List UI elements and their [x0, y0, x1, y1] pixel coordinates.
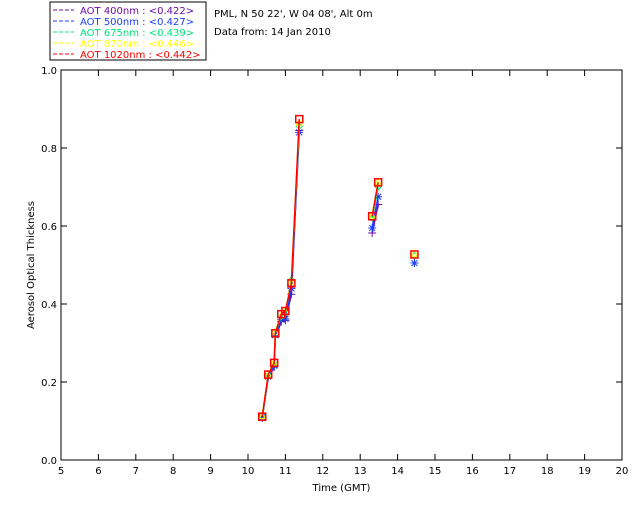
y-tick-label: 0.4 — [41, 300, 57, 311]
data-point — [263, 370, 273, 379]
data-point — [294, 114, 304, 124]
y-tick-label: 0.2 — [41, 378, 57, 389]
data-point — [258, 411, 267, 420]
plot-frame — [60, 69, 623, 461]
legend — [49, 1, 207, 61]
data-point — [270, 357, 278, 366]
data-point — [258, 413, 267, 422]
data-point — [374, 192, 383, 201]
data-point — [368, 223, 377, 232]
y-tick-label: 0.6 — [41, 222, 57, 233]
data-point — [258, 412, 266, 421]
legend-entry: AOT 500nm : <0.427> — [80, 17, 194, 28]
x-tick-label: 12 — [316, 466, 329, 477]
header-text: PML, N 50 22', W 04 08', Alt 0m — [214, 9, 373, 20]
x-tick-label: 17 — [503, 466, 516, 477]
data-point — [367, 212, 377, 221]
series-3 — [258, 118, 419, 420]
data-point — [287, 284, 296, 293]
x-tick-label: 16 — [466, 466, 479, 477]
legend-entry: AOT 1020nm : <0.442> — [80, 50, 200, 61]
x-tick-label: 14 — [391, 466, 404, 477]
x-tick-label: 15 — [429, 466, 442, 477]
x-tick-label: 10 — [242, 466, 255, 477]
y-axis-label: Aerosol Optical Thickness — [26, 201, 37, 329]
x-tick-label: 5 — [58, 466, 64, 477]
data-point — [373, 178, 383, 187]
data-point — [257, 412, 267, 421]
legend-entry: AOT 870nm : <0.446> — [80, 39, 194, 50]
data-point — [368, 210, 376, 219]
y-tick-label: 0.0 — [41, 456, 57, 467]
data-point — [368, 214, 376, 222]
x-axis-label: Time (GMT) — [312, 483, 371, 494]
data-point — [269, 358, 279, 368]
x-tick-label: 19 — [578, 466, 591, 477]
series-line — [371, 182, 379, 217]
data-point — [271, 329, 280, 338]
data-point — [281, 314, 290, 323]
data-point — [287, 279, 296, 288]
x-tick-label: 13 — [354, 466, 367, 477]
y-tick-label: 1.0 — [41, 66, 57, 77]
series-0 — [258, 126, 419, 422]
series-line — [261, 119, 300, 417]
series-4 — [257, 114, 419, 421]
y-tick-label: 0.8 — [41, 144, 57, 155]
x-tick-label: 20 — [616, 466, 629, 477]
series-line — [261, 132, 300, 418]
x-tick-label: 11 — [279, 466, 292, 477]
x-tick-label: 8 — [170, 466, 176, 477]
data-point — [410, 249, 419, 257]
data-point — [281, 306, 290, 316]
data-point — [410, 259, 419, 268]
series-1 — [258, 128, 419, 422]
x-tick-label: 6 — [95, 466, 101, 477]
x-tick-label: 9 — [207, 466, 213, 477]
data-point — [410, 250, 419, 259]
series-2 — [258, 122, 419, 421]
header-text: Data from: 14 Jan 2010 — [214, 27, 331, 38]
x-tick-label: 18 — [541, 466, 554, 477]
legend-entry: AOT 675nm : <0.439> — [80, 28, 194, 39]
legend-entry: AOT 400nm : <0.422> — [80, 6, 194, 17]
x-tick-label: 7 — [133, 466, 139, 477]
